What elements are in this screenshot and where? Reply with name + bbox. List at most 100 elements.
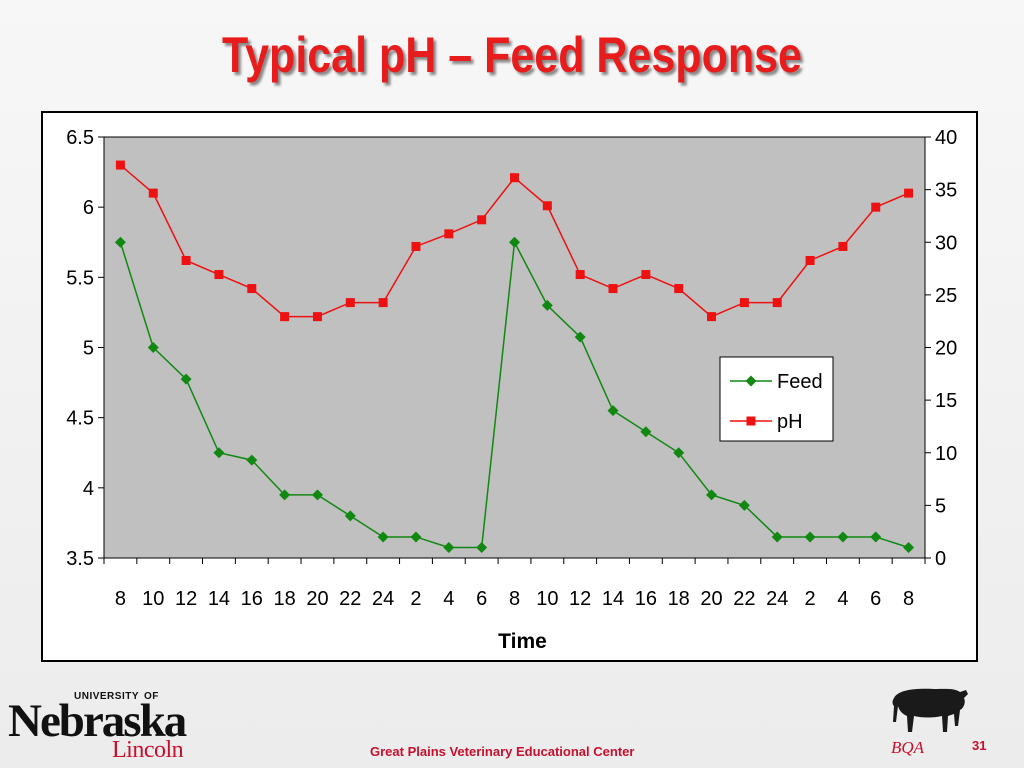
left-tick-label: 4 bbox=[83, 478, 94, 500]
x-tick-label: 10 bbox=[142, 588, 164, 610]
ph-point bbox=[115, 160, 125, 170]
x-tick-label: 14 bbox=[208, 588, 230, 610]
x-tick-label: 20 bbox=[700, 588, 722, 610]
feed-point bbox=[837, 531, 849, 543]
feed-point bbox=[673, 447, 685, 459]
ph-point bbox=[280, 312, 290, 322]
x-axis-title: Time bbox=[498, 630, 547, 653]
feed-point bbox=[574, 331, 586, 343]
x-tick-label: 4 bbox=[837, 588, 848, 610]
feed-point bbox=[804, 531, 816, 543]
ph-point bbox=[148, 188, 158, 198]
ph-feed-chart: 3.5 4 4.5 5 5.5 6 6.5 0 5 10 15 20 25 30 35 40 8 10 12 14 16… bbox=[66, 127, 957, 653]
x-tick-label: 18 bbox=[273, 588, 295, 610]
x-tick-label: 8 bbox=[509, 588, 520, 610]
x-tick-label: 2 bbox=[410, 588, 421, 610]
ph-point bbox=[247, 284, 257, 294]
x-tick-label: 12 bbox=[175, 588, 197, 610]
right-tick-label: 0 bbox=[935, 548, 946, 570]
ph-point bbox=[575, 270, 585, 280]
legend-marker bbox=[746, 416, 756, 426]
ph-point bbox=[378, 298, 388, 308]
x-tick-label: 8 bbox=[115, 588, 126, 610]
x-tick-label: 6 bbox=[476, 588, 487, 610]
left-tick-label: 4.5 bbox=[66, 408, 94, 430]
x-tick-label: 12 bbox=[569, 588, 591, 610]
x-tick-label: 16 bbox=[241, 588, 263, 610]
right-tick-label: 25 bbox=[935, 285, 957, 307]
feed-point bbox=[706, 489, 718, 501]
feed-point bbox=[180, 373, 192, 385]
feed-point bbox=[246, 454, 258, 466]
feed-point bbox=[377, 531, 389, 543]
bqa-label: BQA bbox=[891, 738, 925, 757]
x-tick-label: 22 bbox=[733, 588, 755, 610]
feed-point bbox=[147, 342, 159, 353]
left-tick-label: 6 bbox=[83, 197, 94, 219]
feed-point bbox=[279, 489, 291, 501]
feed-point bbox=[410, 531, 422, 543]
logo-university-text: UNIVERSITY bbox=[74, 691, 140, 702]
feed-point bbox=[213, 447, 225, 459]
feed-point bbox=[114, 236, 126, 248]
ph-point bbox=[608, 284, 618, 294]
ph-point bbox=[674, 284, 684, 294]
footer-text: Great Plains Veterinary Educational Cent… bbox=[370, 744, 635, 759]
x-tick-label: 18 bbox=[668, 588, 690, 610]
ph-point bbox=[411, 241, 421, 251]
ph-point bbox=[904, 188, 914, 198]
right-tick-label: 15 bbox=[935, 390, 957, 412]
logo-nebraska-text: Nebraska bbox=[8, 695, 187, 747]
right-tick-label: 30 bbox=[935, 232, 957, 254]
x-tick-label: 2 bbox=[804, 588, 815, 610]
ph-point bbox=[641, 270, 651, 280]
feed-point bbox=[344, 510, 356, 522]
ph-point bbox=[510, 173, 519, 183]
feed-point bbox=[509, 236, 520, 248]
ph-point bbox=[739, 298, 749, 308]
x-tick-label: 20 bbox=[306, 588, 328, 610]
left-tick-label: 6.5 bbox=[66, 127, 94, 149]
ph-point bbox=[312, 312, 322, 322]
x-tick-label: 22 bbox=[339, 588, 361, 610]
legend-label: pH bbox=[777, 411, 803, 433]
right-tick-label: 40 bbox=[935, 127, 957, 149]
feed-point bbox=[476, 541, 488, 553]
ph-point bbox=[345, 298, 355, 308]
ph-point bbox=[772, 298, 782, 308]
x-tick-label: 14 bbox=[602, 588, 624, 610]
feed-point bbox=[870, 531, 882, 543]
ph-point bbox=[871, 202, 881, 212]
ph-point bbox=[805, 255, 815, 265]
logo-lincoln-text: Lincoln bbox=[112, 737, 184, 763]
right-tick-label: 35 bbox=[935, 180, 957, 202]
right-tick-label: 20 bbox=[935, 338, 957, 360]
right-tick-label: 10 bbox=[935, 443, 957, 465]
feed-point bbox=[443, 541, 455, 553]
x-tick-label: 24 bbox=[372, 588, 394, 610]
feed-point bbox=[738, 499, 750, 511]
ph-point bbox=[838, 241, 848, 251]
cow-icon bbox=[892, 688, 968, 732]
left-tick-label: 5 bbox=[83, 338, 94, 360]
ph-point bbox=[542, 201, 552, 211]
left-tick-label: 5.5 bbox=[66, 267, 94, 289]
plot-area bbox=[103, 136, 926, 559]
logo-of-text: OF bbox=[144, 691, 159, 702]
feed-point bbox=[541, 299, 553, 311]
feed-point bbox=[903, 541, 915, 553]
legend-box bbox=[719, 356, 834, 442]
chart-frame: 3.5 4 4.5 5 5.5 6 6.5 0 5 10 15 20 25 30 35 40 8 10 12 14 16… bbox=[41, 111, 978, 662]
feed-point bbox=[607, 405, 619, 417]
feed-point bbox=[640, 426, 652, 438]
x-tick-label: 8 bbox=[903, 588, 914, 610]
ph-point bbox=[707, 312, 717, 322]
x-tick-label: 10 bbox=[536, 588, 558, 610]
x-tick-label: 6 bbox=[870, 588, 881, 610]
x-tick-label: 4 bbox=[443, 588, 454, 610]
ph-point bbox=[477, 215, 487, 225]
legend-marker bbox=[745, 375, 757, 387]
left-tick-label: 3.5 bbox=[66, 548, 94, 570]
slide-title: Typical pH – Feed Response bbox=[222, 27, 802, 83]
feed-point bbox=[311, 489, 323, 501]
